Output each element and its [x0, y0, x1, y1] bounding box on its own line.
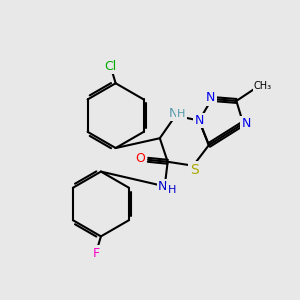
Text: Cl: Cl	[105, 59, 117, 72]
Text: F: F	[92, 247, 100, 260]
Text: CH₃: CH₃	[254, 81, 272, 91]
Text: N: N	[169, 107, 178, 120]
Text: N: N	[206, 92, 215, 104]
Text: H: H	[167, 185, 176, 195]
Text: N: N	[158, 180, 167, 193]
Text: O: O	[135, 152, 145, 165]
Text: H: H	[177, 109, 186, 119]
Text: N: N	[242, 117, 251, 130]
Text: N: N	[194, 114, 204, 127]
Text: F: F	[92, 248, 100, 260]
Text: S: S	[190, 163, 199, 177]
Text: Cl: Cl	[105, 60, 117, 73]
